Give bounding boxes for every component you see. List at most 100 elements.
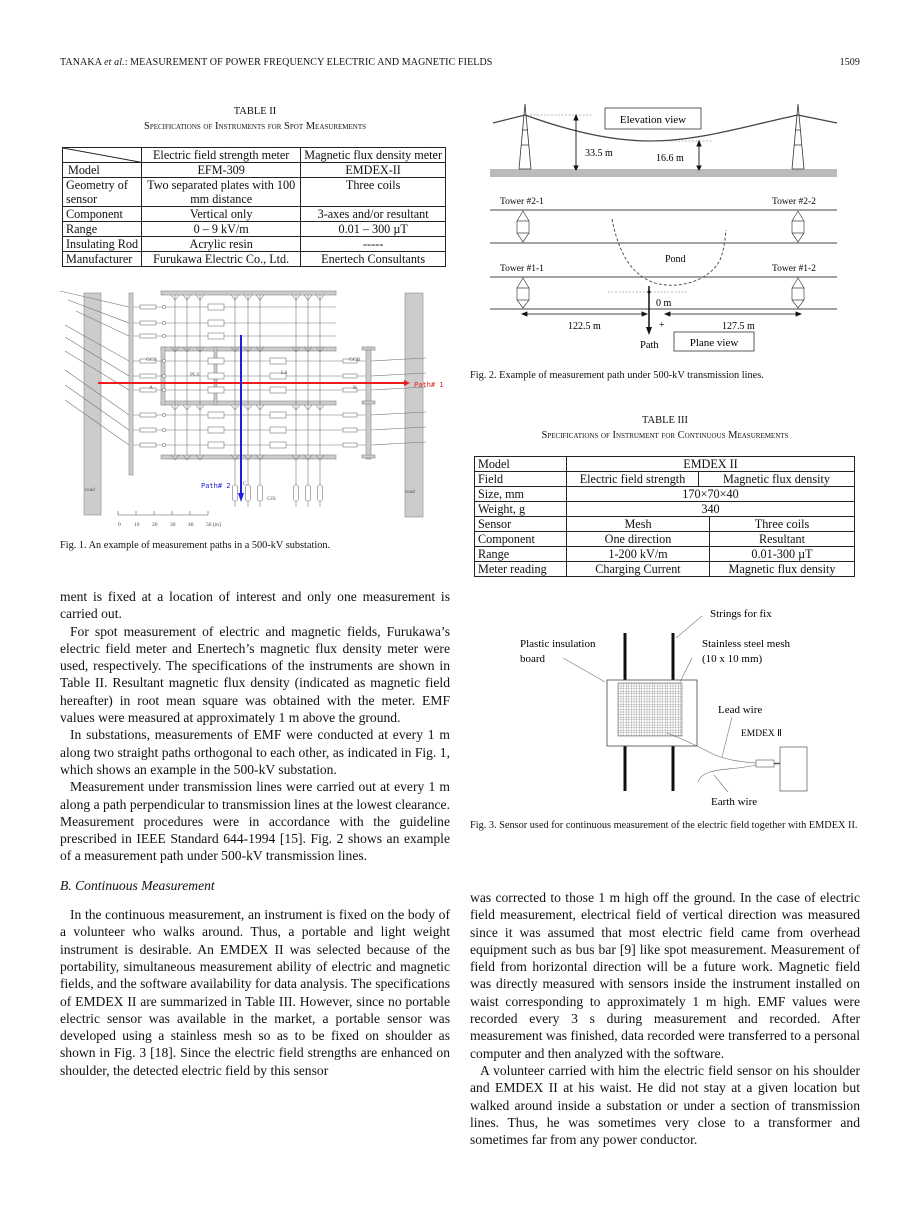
table3: Model EMDEX II Field Electric field streng…: [474, 456, 855, 577]
table-cell: EMDEX-II: [300, 162, 446, 178]
scale-tick-label: 10: [134, 522, 140, 528]
table-cell: Model: [61, 162, 143, 178]
fig3-sensor-diagram: Strings for fix Plastic insulation board…: [520, 608, 808, 808]
plus-label: +: [659, 320, 665, 331]
table-cell: 0.01 – 300 µT: [300, 221, 446, 237]
table3-heading: TABLE III Specifications of Instrument f…: [470, 413, 860, 443]
page-number: 1509: [839, 57, 860, 68]
tower-elevation: [518, 103, 805, 170]
diagonal-line: [63, 148, 145, 163]
ground: [490, 169, 837, 177]
pls-label: PLS: [190, 372, 199, 378]
earth-wire-label: Earth wire: [711, 796, 757, 808]
gis-label: GIS: [267, 496, 276, 502]
table-cell: Range: [474, 546, 567, 562]
table-cell: Three coils: [300, 177, 446, 207]
right-column-text: was corrected to those 1 m high off the …: [470, 889, 860, 1148]
table-row: Electric field strength meter Magnetic f…: [61, 147, 446, 163]
connector: [755, 759, 775, 768]
gcs-label: GCS: [146, 357, 157, 363]
path2-label: Path# 2: [201, 482, 231, 490]
table-row: Component Vertical only 3-axes and/or resu…: [61, 206, 446, 222]
header-etal: et al.: [104, 57, 125, 68]
table2-label: TABLE II: [233, 106, 277, 117]
table-row: Manufacturer Furukawa Electric Co., Ltd. E…: [61, 251, 446, 267]
table-cell: Field: [474, 471, 567, 487]
point-a-label: A: [149, 385, 153, 391]
table-cell: Electric field strength: [566, 471, 699, 487]
table-cell: 3-axes and/or resultant: [300, 206, 446, 222]
elevation-view-box: [604, 107, 702, 130]
gcb-label: GCB: [349, 357, 361, 363]
path1-label: Path# 1: [414, 381, 444, 389]
table-corner-cell: [61, 147, 145, 163]
scale-tick-label: 0: [118, 522, 121, 528]
table2-title: Specifications of Instruments for Spot M…: [144, 121, 366, 132]
ls-label: LS: [281, 370, 287, 376]
tower-label: Tower #1-2: [772, 264, 816, 274]
table-cell: Range: [61, 221, 143, 237]
table-cell: Weight, g: [474, 501, 567, 517]
table-cell: Three coils: [709, 516, 855, 532]
table-cell: Insulating Rod: [61, 236, 143, 252]
table-cell: Resultant: [709, 531, 855, 547]
height-label-33: 33.5 m: [585, 148, 613, 159]
table-cell: Meter reading: [474, 561, 567, 577]
plane-view-box: [673, 331, 755, 352]
tower-plane-symbols: [516, 210, 805, 309]
emdex-label: EMDEX Ⅱ: [741, 729, 782, 739]
pond-outline: [611, 218, 727, 286]
fig1-substation-diagram: Path# 1 Path# 2 road road GCS GCB PLS LS…: [60, 290, 444, 528]
table-row: Geometry of sensor Two separated plates w…: [61, 177, 446, 207]
board-label-2: board: [520, 653, 546, 665]
table-cell: Model: [474, 456, 567, 472]
paragraph: ment is fixed at a location of interest …: [60, 589, 450, 622]
plane-view-label: Plane view: [690, 337, 739, 349]
header-authors: TANAKA: [60, 57, 102, 68]
emdex-box: [779, 746, 808, 792]
path-label: Path: [640, 340, 659, 351]
table-cell: Charging Current: [566, 561, 710, 577]
scale-tick-label: 30: [170, 522, 176, 528]
earth-wire: [697, 764, 757, 783]
table-cell: -----: [300, 236, 446, 252]
fig2-caption: Fig. 2. Example of measurement path unde…: [470, 370, 764, 381]
pond-label: Pond: [665, 254, 686, 265]
table-cell: Geometry of sensor: [61, 177, 143, 207]
table-row: Model EMDEX II: [474, 456, 855, 472]
distance-left-label: 122.5 m: [568, 321, 601, 332]
tower-label: Tower #2-2: [772, 197, 816, 207]
table-cell: Size, mm: [474, 486, 567, 502]
table-cell: 0.01-300 µT: [709, 546, 855, 562]
scale-tick-label: 40: [188, 522, 194, 528]
table-cell: 0 – 9 kV/m: [141, 221, 302, 237]
table-cell: Enertech Consultants: [300, 251, 446, 267]
table3-label: TABLE III: [641, 415, 689, 426]
height-arrows: [573, 113, 702, 172]
scale-bar: [117, 511, 209, 516]
road-right: [404, 292, 424, 518]
scale-tick-label: 50 [m]: [206, 522, 221, 528]
table-cell: Component: [474, 531, 567, 547]
plane-lines: [490, 209, 837, 310]
road-left-label: road: [85, 487, 95, 493]
paragraph: In the continuous measurement, an instru…: [60, 907, 450, 1078]
table-cell: Vertical only: [141, 206, 302, 222]
paragraph: was corrected to those 1 m high off the …: [470, 890, 860, 1061]
path1-arrow-icon: [404, 380, 410, 386]
distance-right-label: 127.5 m: [722, 321, 755, 332]
table-cell: 170×70×40: [566, 486, 855, 502]
point-c-label: C: [243, 481, 247, 487]
table-row: Range 1-200 kV/m 0.01-300 µT: [474, 546, 855, 562]
fig1-caption: Fig. 1. An example of measurement paths …: [60, 540, 331, 551]
lead-wire-label: Lead wire: [718, 704, 762, 716]
leader-lines: [562, 615, 733, 793]
mesh-size-label: (10 x 10 mm): [702, 653, 763, 665]
lead-wire: [666, 732, 757, 764]
table2-heading: TABLE II Specifications of Instruments f…: [60, 104, 450, 134]
table-cell: Magnetic flux density: [709, 561, 855, 577]
header-title: : MEASUREMENT OF POWER FREQUENCY ELECTRI…: [124, 57, 493, 68]
table-cell: EMDEX II: [566, 456, 855, 472]
table-row: Insulating Rod Acrylic resin -----: [61, 236, 446, 252]
height-label-16: 16.6 m: [656, 153, 684, 164]
